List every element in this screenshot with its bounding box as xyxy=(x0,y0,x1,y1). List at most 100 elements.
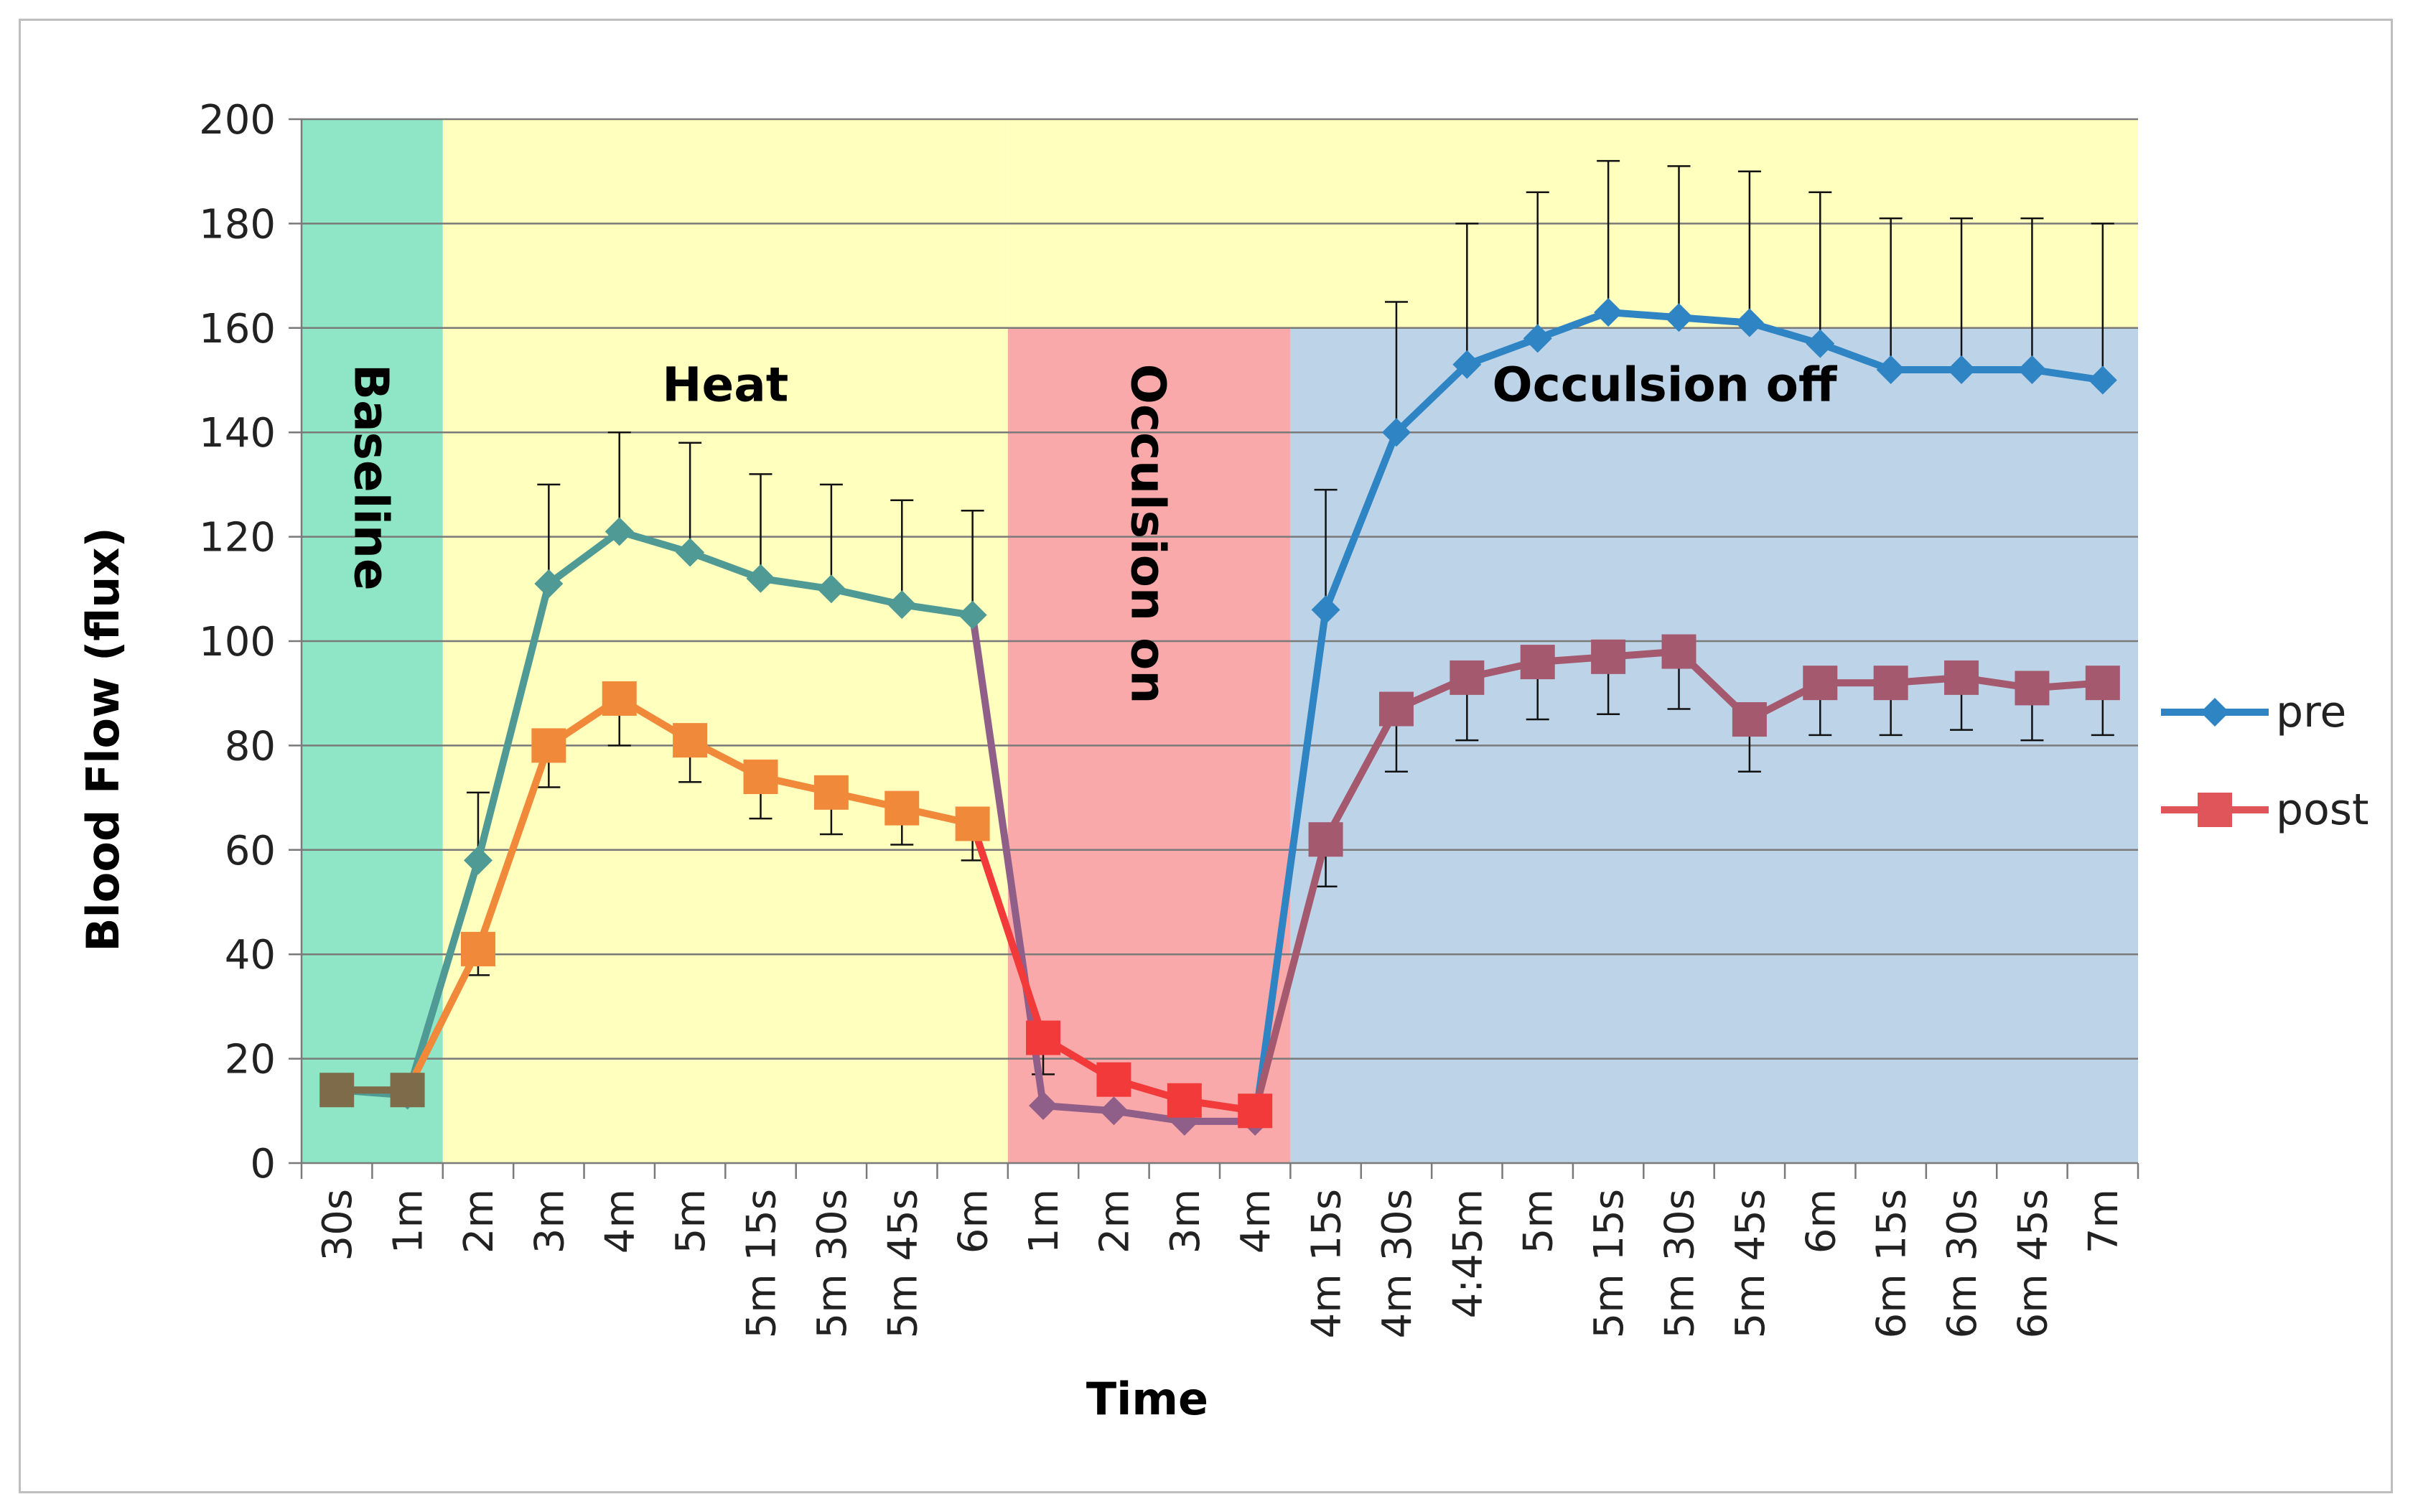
point-post xyxy=(1026,1020,1061,1055)
point-pre xyxy=(1947,355,1976,384)
point-post xyxy=(1520,645,1555,680)
point-pre xyxy=(1594,297,1623,327)
point-pre xyxy=(463,846,493,875)
series-line-pre xyxy=(615,528,694,556)
point-pre xyxy=(958,600,987,630)
series-line-post xyxy=(474,742,553,953)
point-post xyxy=(1873,666,1908,701)
point-post xyxy=(1238,1093,1273,1129)
point-pre xyxy=(1523,324,1552,353)
y-tick-label: 40 xyxy=(225,932,276,979)
x-tick-label: 2m xyxy=(456,1189,503,1254)
x-tick-label: 30s xyxy=(314,1189,361,1261)
point-post xyxy=(673,723,708,758)
x-tick-label: 1m xyxy=(386,1189,432,1254)
point-post xyxy=(813,775,849,810)
point-post xyxy=(1732,702,1767,737)
point-post xyxy=(1167,1083,1202,1118)
point-pre xyxy=(1806,329,1835,358)
series-line-pre xyxy=(1816,340,1895,373)
point-post xyxy=(955,806,990,841)
point-post xyxy=(460,931,495,966)
point-post xyxy=(1450,660,1485,695)
series-line-pre xyxy=(1534,308,1612,342)
point-pre xyxy=(1452,350,1482,379)
y-tick-label: 160 xyxy=(199,306,276,353)
y-tick-label: 100 xyxy=(199,619,276,666)
legend: pre post xyxy=(2161,687,2369,835)
point-pre xyxy=(534,569,564,599)
y-tick-label: 60 xyxy=(225,828,276,874)
point-pre xyxy=(605,517,634,546)
x-tick-label: 5m 45s xyxy=(879,1189,926,1338)
point-post xyxy=(1096,1062,1131,1097)
x-tick-label: 1m xyxy=(1021,1189,1068,1254)
region-label-1: Heat xyxy=(662,358,788,413)
series-line-pre xyxy=(1463,335,1541,368)
x-axis: 30s 1m 2m 3m 4m 5m 5m 15s 5m 30s 5m 45s 6m 1m 2m 3m 4… xyxy=(300,1163,2139,1338)
point-pre xyxy=(1664,303,1694,332)
x-tick-label: 5m 30s xyxy=(809,1189,856,1338)
point-pre xyxy=(1099,1096,1129,1126)
series-line-pre xyxy=(827,585,906,609)
x-tick-label: 3m xyxy=(526,1189,573,1254)
series-line-pre xyxy=(1392,360,1471,437)
point-post xyxy=(2015,671,2050,706)
x-tick-label: 5m 30s xyxy=(1657,1189,1704,1338)
legend-marker-pre xyxy=(2200,698,2229,727)
series-line-pre xyxy=(474,580,553,864)
x-tick-label: 6m 15s xyxy=(1869,1189,1915,1338)
point-post xyxy=(2085,666,2120,701)
x-tick-label: 6m xyxy=(951,1189,997,1254)
x-tick-label: 4m xyxy=(597,1189,644,1254)
point-post xyxy=(743,760,778,795)
x-tick-label: 5m xyxy=(668,1189,714,1254)
x-axis-title: Time xyxy=(1086,1373,1208,1425)
point-post xyxy=(602,681,637,716)
series-line-post xyxy=(1251,836,1330,1115)
x-tick-label: 7m xyxy=(2081,1189,2127,1254)
region-labels: Baseline Heat Occulsion on Occulsion off xyxy=(343,358,1838,704)
y-tick-label: 0 xyxy=(250,1141,276,1187)
y-tick-label: 120 xyxy=(199,515,276,561)
point-post xyxy=(319,1073,355,1108)
y-tick-label: 200 xyxy=(199,97,276,144)
x-tick-label: 4:45m xyxy=(1444,1189,1491,1318)
y-axis-title: Blood Flow (flux) xyxy=(77,527,129,951)
point-pre xyxy=(1311,595,1340,625)
point-post xyxy=(1803,666,1838,701)
point-post xyxy=(1378,691,1414,727)
point-pre xyxy=(746,564,775,593)
series-markers xyxy=(319,297,2120,1136)
point-pre xyxy=(676,538,705,567)
point-pre xyxy=(1876,355,1905,384)
series-line-pre xyxy=(545,528,623,588)
point-pre xyxy=(816,574,846,604)
legend-label-post: post xyxy=(2276,785,2369,835)
x-tick-label: 5m 15s xyxy=(1586,1189,1633,1338)
series-line-pre xyxy=(1251,606,1330,1125)
point-pre xyxy=(2088,365,2117,395)
series-line-post xyxy=(969,820,1047,1042)
point-post xyxy=(531,728,566,763)
legend-marker-post xyxy=(2198,793,2232,827)
x-tick-label: 5m 45s xyxy=(1727,1189,1774,1338)
series-line-pre xyxy=(686,549,765,582)
point-pre xyxy=(887,590,917,620)
series-line-pre xyxy=(1322,429,1400,614)
point-pre xyxy=(2017,355,2047,384)
x-tick-label: 6m xyxy=(1798,1189,1844,1254)
y-axis: 0 20 40 60 80 100 120 140 160 180 200 xyxy=(199,97,303,1187)
x-tick-label: 6m 30s xyxy=(1939,1189,1986,1338)
x-tick-label: 4m xyxy=(1233,1189,1279,1254)
x-tick-label: 2m xyxy=(1091,1189,1138,1254)
point-post xyxy=(390,1073,425,1108)
region-label-0: Baseline xyxy=(343,364,398,591)
y-tick-label: 80 xyxy=(225,723,276,770)
point-pre xyxy=(1381,418,1411,447)
series-line-pre xyxy=(1745,319,1824,347)
y-tick-label: 140 xyxy=(199,410,276,457)
x-tick-label: 6m 45s xyxy=(2010,1189,2056,1338)
point-post xyxy=(1661,634,1696,669)
